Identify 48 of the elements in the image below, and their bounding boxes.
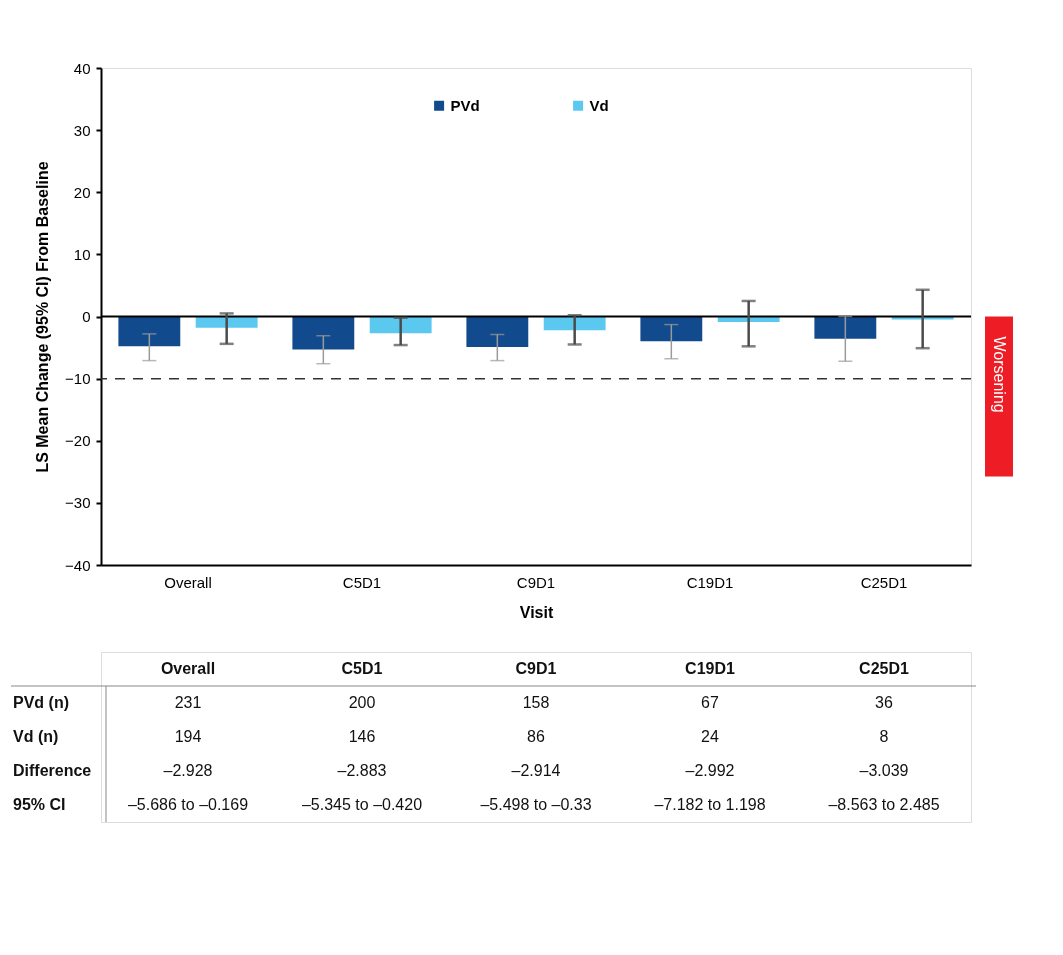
- text: –2.992: [685, 762, 735, 779]
- y-tick-label: −30: [65, 494, 91, 512]
- y-tick-label: 10: [73, 245, 91, 263]
- text: 194: [174, 728, 202, 745]
- text: 67: [701, 694, 719, 711]
- text: –5.345 to –0.420: [301, 796, 423, 813]
- category-label: Vd (n): [13, 728, 59, 745]
- text: –7.182 to 1.198: [654, 796, 766, 813]
- category-label: PVd (n): [13, 694, 69, 711]
- y-tick-label: −40: [65, 556, 91, 574]
- text: 8: [879, 728, 889, 745]
- x-tick-label: C19D1: [686, 573, 734, 591]
- y-tick-label: 40: [73, 59, 91, 77]
- text: –2.914: [511, 762, 561, 779]
- text: –2.928: [163, 762, 213, 779]
- category-label: Difference: [13, 762, 92, 779]
- x-tick-label: Overall: [164, 573, 212, 591]
- x-tick-label: C25D1: [860, 573, 908, 591]
- text: –5.686 to –0.169: [127, 796, 249, 813]
- x-axis-title: Visit: [519, 603, 554, 621]
- y-tick-label: 20: [73, 183, 91, 201]
- y-tick-label: −10: [65, 370, 91, 388]
- x-tick-label: C9D1: [516, 573, 556, 591]
- category-label: C25D1: [859, 660, 909, 677]
- text: 231: [174, 694, 202, 711]
- y-tick-label: −20: [65, 432, 91, 450]
- text: 24: [701, 728, 719, 745]
- legend-label: Vd: [589, 96, 609, 114]
- text: –8.563 to 2.485: [828, 796, 940, 813]
- category-label: C5D1: [341, 660, 383, 677]
- y-tick-label: 30: [73, 121, 91, 139]
- text: –2.883: [337, 762, 387, 779]
- text: 158: [522, 694, 550, 711]
- text: 200: [348, 694, 376, 711]
- y-axis-title: LS Mean Change (95% CI) From Baseline: [34, 161, 52, 473]
- text: 86: [527, 728, 545, 745]
- category-label: 95% CI: [13, 796, 66, 813]
- text: –3.039: [859, 762, 909, 779]
- category-label: C19D1: [685, 660, 735, 677]
- text: Worsening: [991, 336, 1008, 413]
- text: 146: [348, 728, 376, 745]
- category-label: C9D1: [515, 660, 557, 677]
- legend-label: PVd: [450, 96, 480, 114]
- text: –5.498 to –0.33: [480, 796, 592, 813]
- category-label: Overall: [160, 660, 216, 677]
- x-tick-label: C5D1: [342, 573, 382, 591]
- y-tick-label: 0: [82, 308, 91, 325]
- text: 36: [875, 694, 893, 711]
